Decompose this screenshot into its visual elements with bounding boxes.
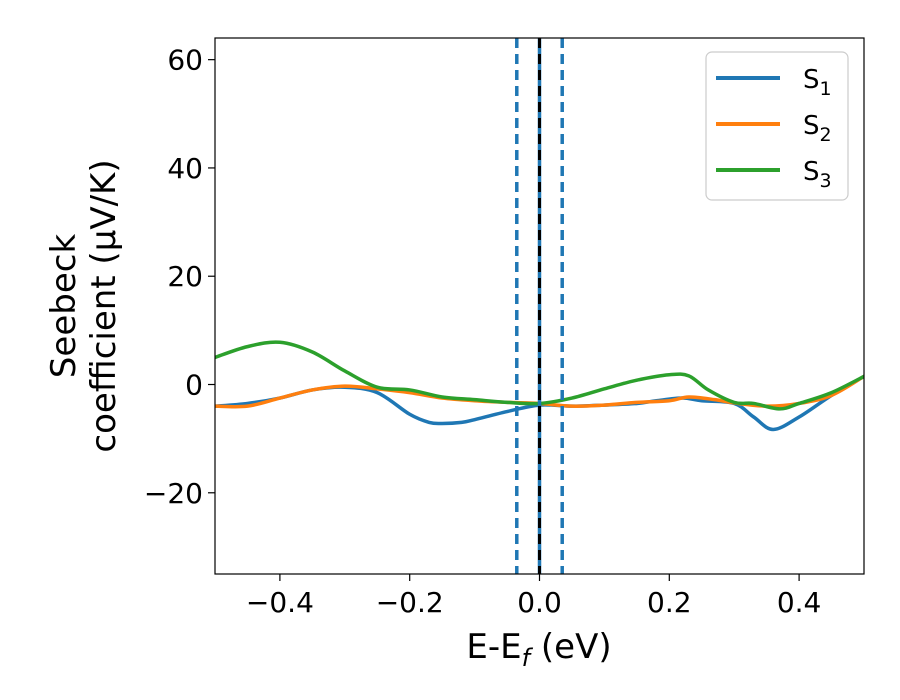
x-tick-label: 0.0 (517, 586, 562, 619)
plot-area (215, 38, 864, 574)
x-axis-title: E-Ef (eV) (466, 627, 611, 672)
y-tick-label: 40 (167, 152, 203, 185)
y-axis-title-line2: coefficient (μV/K) (84, 159, 124, 452)
y-tick-label: 20 (167, 260, 203, 293)
x-tick-label: −0.2 (376, 586, 444, 619)
y-axis-title: Seebeck coefficient (μV/K) (44, 159, 124, 452)
x-tick-label: 0.2 (647, 586, 692, 619)
x-tick-label: −0.4 (246, 586, 314, 619)
legend-label-s3: S3 (803, 157, 832, 192)
x-tick-label: 0.4 (777, 586, 822, 619)
y-tick-label: 60 (167, 44, 203, 77)
series-line-s3 (215, 340, 864, 411)
y-axis-title-line1: Seebeck (44, 234, 84, 379)
y-tick-label: 0 (185, 369, 203, 402)
axis-ticks: −0.4 −0.2 0.0 0.2 0.4 −20 0 20 40 60 (144, 44, 821, 619)
y-tick-label: −20 (144, 477, 203, 510)
